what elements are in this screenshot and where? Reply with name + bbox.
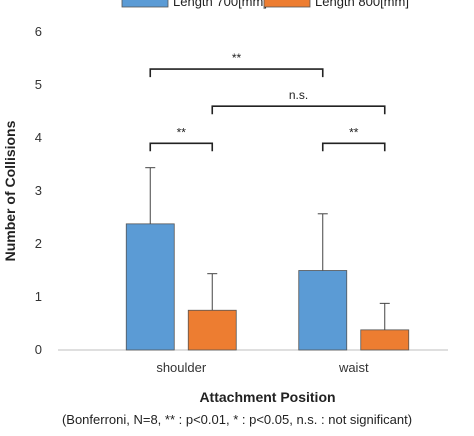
x-tick-label: shoulder: [156, 360, 207, 375]
bar: [187, 309, 237, 351]
y-tick-label: 6: [35, 24, 42, 39]
significance-bracket: [321, 142, 386, 152]
bar: [125, 223, 175, 351]
y-tick-label: 3: [35, 183, 42, 198]
significance-label: **: [232, 51, 242, 65]
bar: [360, 329, 410, 351]
bar: [298, 270, 348, 351]
significance-label: **: [177, 125, 187, 139]
bar-chart: 0 1 2 3 4 5 6 Number of Collisions shoulder waist…: [2, 0, 448, 405]
y-tick-label: 2: [35, 236, 42, 251]
significance-bracket: [211, 105, 386, 115]
y-tick-label: 1: [35, 289, 42, 304]
y-tick-label: 5: [35, 77, 42, 92]
legend-swatch: [121, 0, 169, 8]
significance-label: **: [349, 125, 359, 139]
significance-label: n.s.: [289, 88, 308, 102]
y-tick-label: 4: [35, 130, 42, 145]
significance-bracket: [149, 68, 324, 78]
x-tick-label: waist: [338, 360, 369, 375]
footnote: (Bonferroni, N=8, ** : p<0.01, * : p<0.0…: [61, 412, 413, 427]
y-axis-title: Number of Collisions: [2, 120, 18, 261]
legend-label: Length 800[mm]: [315, 0, 409, 9]
x-axis-title: Attachment Position: [199, 389, 335, 405]
y-tick-label: 0: [35, 342, 42, 357]
significance-bracket: [149, 142, 214, 152]
legend-label: Length 700[mm]: [173, 0, 267, 9]
legend-swatch: [263, 0, 311, 8]
